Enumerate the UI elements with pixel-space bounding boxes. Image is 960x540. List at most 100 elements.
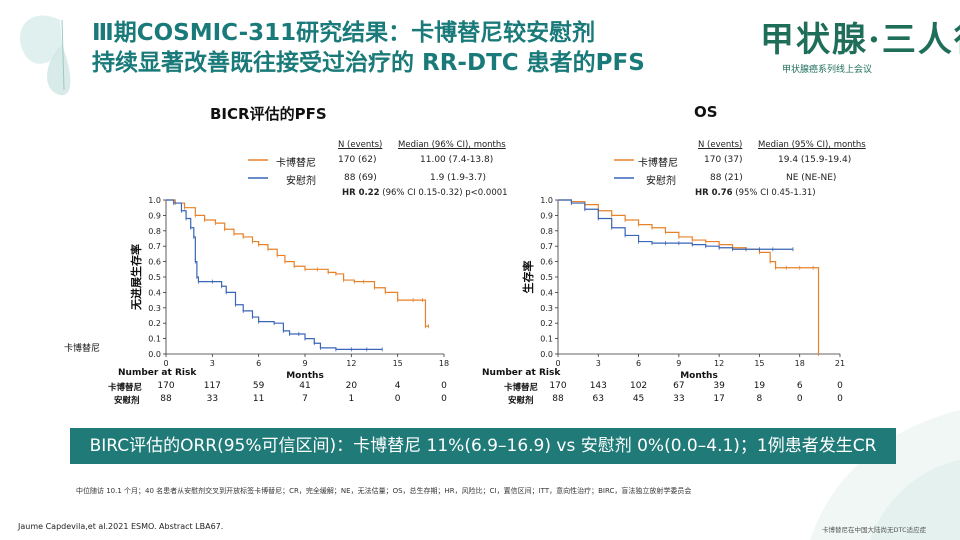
os-risk-value: 0 bbox=[796, 394, 803, 404]
pfs-risk-value: 20 bbox=[345, 381, 358, 391]
os-curve-placebo bbox=[558, 199, 793, 250]
os-legend-median-cabo: 19.4 (15.9-19.4) bbox=[778, 155, 852, 165]
pfs-legend-swatches bbox=[248, 159, 268, 179]
os-legend-median-placebo: NE (NE-NE) bbox=[786, 173, 837, 183]
os-legend-col2: Median (95% CI), months bbox=[758, 140, 866, 150]
os-x-tick-label: 6 bbox=[636, 359, 641, 368]
pfs-risk-value: 4 bbox=[394, 381, 401, 391]
os-hr-value: HR 0.76 bbox=[695, 188, 733, 198]
pfs-y-tick-label: 0.5 bbox=[148, 273, 161, 282]
pfs-hr-value: HR 0.22 bbox=[342, 188, 380, 198]
page-title: Ⅲ期COSMIC-311研究结果：卡博替尼较安慰剂 持续显著改善既往接受过治疗的… bbox=[92, 18, 752, 78]
pfs-legend-col1: N (events) bbox=[338, 140, 383, 150]
pfs-hazard-ratio: HR 0.22 (96% CI 0.15-0.32) p<0.0001 bbox=[342, 188, 508, 198]
pfs-y-axis-label: 无进展生存率 bbox=[129, 244, 143, 311]
os-y-tick-label: 0.6 bbox=[540, 258, 553, 267]
os-y-tick-label: 0.0 bbox=[540, 350, 553, 359]
pfs-y-tick-label: 0.8 bbox=[148, 227, 161, 236]
pfs-risk-value: 33 bbox=[206, 394, 219, 404]
os-legend-swatches bbox=[614, 159, 634, 179]
pfs-y-tick-label: 0.2 bbox=[148, 319, 161, 328]
logo-text: 甲状腺·三人行 bbox=[760, 20, 960, 60]
os-risk-value: 0 bbox=[837, 381, 843, 391]
os-x-tick-label: 9 bbox=[676, 359, 681, 368]
os-risk-value: 17 bbox=[713, 394, 725, 404]
abbreviation-footnote: 中位随访 10.1 个月；40 名患者从安慰剂交叉到开放标签卡博替尼；CR，完全… bbox=[76, 487, 692, 495]
pfs-risk-title: Number at Risk bbox=[118, 368, 197, 378]
os-legend-name-cabo: 卡博替尼 bbox=[638, 158, 678, 169]
os-y-tick-label: 1.0 bbox=[540, 196, 553, 205]
pfs-risk-value: 117 bbox=[203, 381, 221, 391]
pfs-risk-label-placebo: 安慰剂 bbox=[114, 396, 140, 406]
os-risk-value: 102 bbox=[629, 381, 648, 391]
pfs-y-tick-label: 0.9 bbox=[148, 211, 161, 220]
pfs-y-tick-label: 1.0 bbox=[148, 196, 161, 205]
pfs-x-tick-label: 18 bbox=[439, 359, 449, 368]
os-y-tick-label: 0.3 bbox=[540, 304, 553, 313]
pfs-risk-value: 0 bbox=[441, 381, 447, 391]
pfs-risk-label-cabo: 卡博替尼 bbox=[108, 383, 143, 393]
os-risk-value: 143 bbox=[589, 381, 607, 391]
pfs-y-tick-label: 0.0 bbox=[148, 350, 161, 359]
pfs-kaplan-meier-chart: 0.0 0.1 0.2 0.3 0.4 0.5 0.6 0.7 0.8 0.9 1.0 0 3 6 9 12 1… bbox=[129, 196, 449, 381]
pfs-risk-value: 0 bbox=[394, 394, 401, 404]
os-chart-title: OS bbox=[694, 103, 718, 121]
os-risk-value: 8 bbox=[756, 394, 763, 404]
os-hr-ci: (95% CI 0.45-1.31) bbox=[732, 188, 816, 198]
pfs-risk-value: 41 bbox=[299, 381, 311, 391]
conference-logo: 甲状腺·三人行 甲状腺癌系列线上会议 bbox=[760, 12, 960, 82]
pfs-legend-name-placebo: 安慰剂 bbox=[286, 176, 316, 187]
pfs-hr-ci: (96% CI 0.15-0.32) p<0.0001 bbox=[379, 188, 508, 198]
pfs-x-tick-label: 0 bbox=[163, 359, 168, 368]
pfs-x-axis-label: Months bbox=[286, 371, 324, 381]
os-risk-value: 67 bbox=[673, 381, 685, 391]
orr-result-banner: BIRC评估的ORR(95%可信区间)：卡博替尼 11%(6.9–16.9) v… bbox=[70, 428, 896, 464]
os-risk-value: 88 bbox=[552, 394, 564, 404]
pfs-y-tick-label: 0.1 bbox=[148, 335, 161, 344]
os-x-tick-label: 3 bbox=[596, 359, 601, 368]
logo-subtitle: 甲状腺癌系列线上会议 bbox=[782, 65, 873, 75]
os-y-tick-label: 0.1 bbox=[540, 335, 553, 344]
pfs-risk-value: 7 bbox=[302, 394, 308, 404]
os-y-axis-label: 生存率 bbox=[521, 261, 535, 294]
os-risk-value: 63 bbox=[592, 394, 604, 404]
reference-citation: Jaume Capdevila,et al.2021 ESMO. Abstrac… bbox=[18, 522, 224, 531]
os-risk-value: 33 bbox=[673, 394, 685, 404]
os-curve-cabozantinib bbox=[558, 199, 820, 354]
os-risk-value: 170 bbox=[549, 381, 567, 391]
os-x-tick-label: 12 bbox=[714, 359, 724, 368]
os-risk-value: 0 bbox=[837, 394, 843, 404]
pfs-legend-col2: Median (96% CI), months bbox=[398, 140, 506, 150]
os-risk-title: Number at Risk bbox=[482, 368, 561, 378]
os-risk-value: 45 bbox=[632, 394, 645, 404]
pfs-y-tick-label: 0.3 bbox=[148, 304, 161, 313]
indication-disclaimer: 卡博替尼在中国大陆尚无DTC适应症 bbox=[822, 526, 927, 534]
os-risk-value: 6 bbox=[796, 381, 803, 391]
os-risk-value: 39 bbox=[713, 381, 725, 391]
pfs-curve-cabozantinib bbox=[166, 199, 429, 327]
os-y-tick-label: 0.2 bbox=[540, 319, 553, 328]
os-x-tick-label: 15 bbox=[754, 359, 764, 368]
butterfly-decoration bbox=[19, 15, 71, 96]
os-legend-col1: N (events) bbox=[698, 140, 743, 150]
os-y-tick-label: 0.4 bbox=[540, 288, 553, 297]
pfs-x-tick-label: 6 bbox=[256, 359, 261, 368]
os-y-tick-label: 0.9 bbox=[540, 211, 553, 220]
os-y-tick-label: 0.7 bbox=[540, 242, 553, 251]
os-legend-name-placebo: 安慰剂 bbox=[646, 176, 676, 187]
pfs-risk-value: 11 bbox=[252, 394, 265, 404]
os-x-tick-label: 21 bbox=[835, 359, 845, 368]
os-x-tick-label: 0 bbox=[555, 359, 560, 368]
os-legend-n-placebo: 88 (21) bbox=[710, 173, 743, 183]
pfs-risk-value: 1 bbox=[348, 394, 355, 404]
os-x-tick-label: 18 bbox=[795, 359, 805, 368]
pfs-x-tick-label: 9 bbox=[302, 359, 307, 368]
pfs-side-label: 卡博替尼 bbox=[64, 344, 101, 354]
pfs-x-tick-label: 15 bbox=[393, 359, 403, 368]
pfs-risk-value: 59 bbox=[252, 381, 265, 391]
os-legend-n-cabo: 170 (37) bbox=[704, 155, 743, 165]
pfs-chart-title: BICR评估的PFS bbox=[210, 105, 327, 123]
pfs-y-tick-label: 0.6 bbox=[148, 258, 161, 267]
pfs-risk-value: 0 bbox=[441, 394, 447, 404]
os-y-tick-label: 0.8 bbox=[540, 227, 553, 236]
